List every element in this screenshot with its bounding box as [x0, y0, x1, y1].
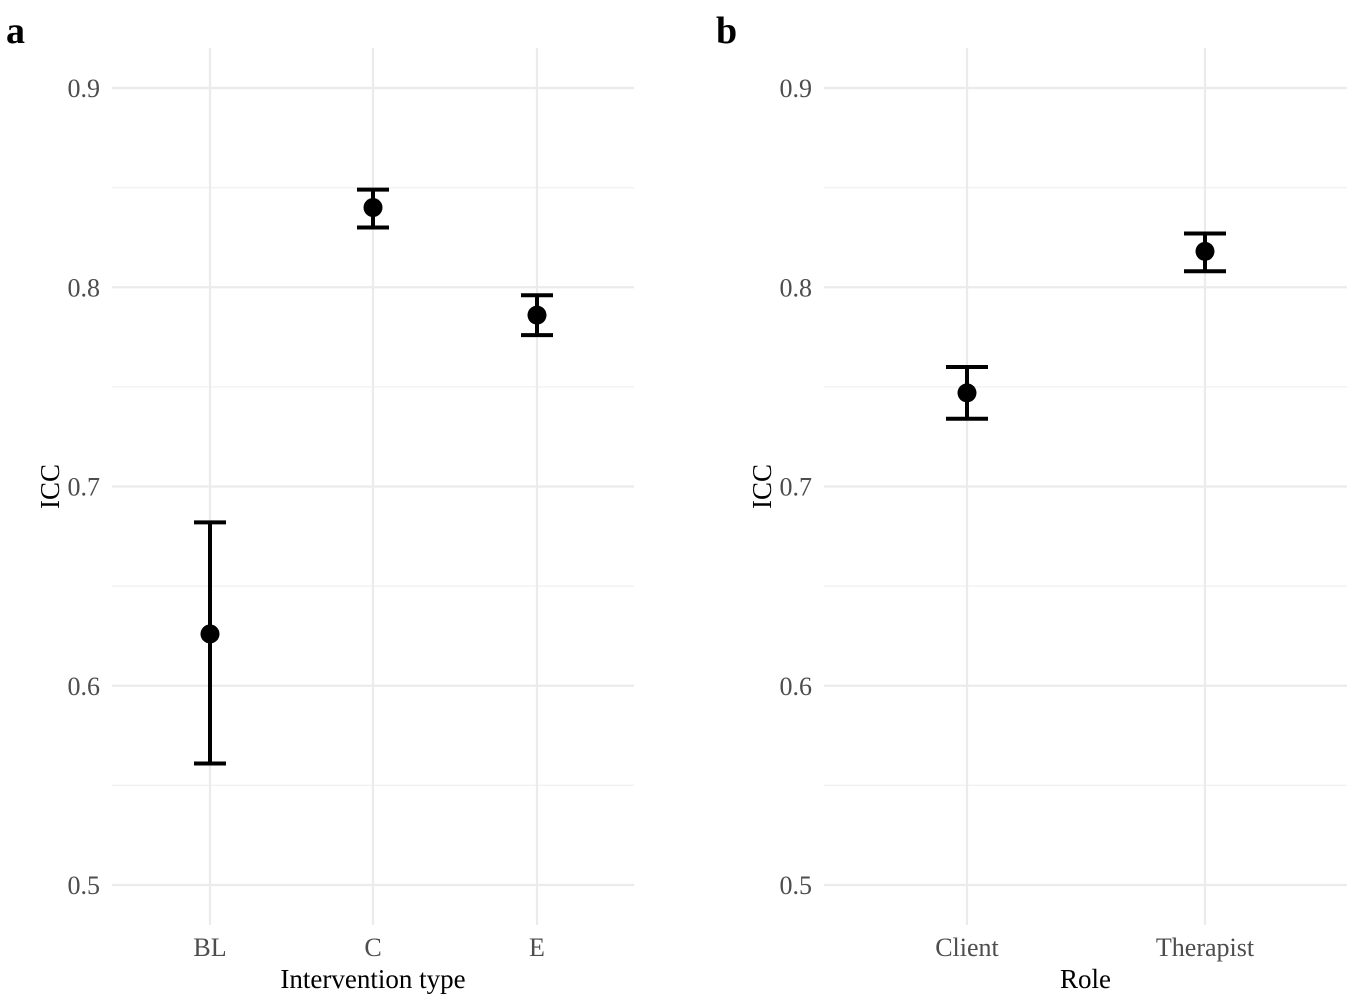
x-tick-label: C [364, 933, 381, 962]
data-point-e [527, 305, 547, 325]
y-tick-label: 0.8 [780, 273, 813, 302]
y-tick-label: 0.8 [68, 273, 101, 302]
y-tick-label: 0.9 [68, 74, 101, 103]
data-point-bl [200, 624, 220, 644]
y-tick-label: 0.6 [780, 672, 813, 701]
x-tick-label: E [529, 933, 545, 962]
x-tick-label: BL [193, 933, 226, 962]
chart-panel-a: 0.5 0.6 0.7 0.8 0.9 BL C E Intervention type ICC [35, 48, 634, 994]
y-tick-label: 0.7 [68, 473, 101, 502]
y-axis-title: ICC [35, 464, 65, 509]
y-tick-label: 0.5 [68, 871, 101, 900]
data-point-c [363, 198, 383, 218]
x-axis-title: Intervention type [280, 964, 465, 994]
y-tick-label: 0.5 [780, 871, 813, 900]
data-point-therapist [1195, 241, 1215, 261]
x-tick-label: Therapist [1156, 933, 1255, 962]
panel-label-b: b [716, 10, 737, 52]
y-axis-title: ICC [747, 464, 777, 509]
y-tick-label: 0.9 [780, 74, 813, 103]
panel-label-a: a [6, 10, 25, 52]
y-tick-label: 0.7 [780, 473, 813, 502]
x-axis-title: Role [1060, 964, 1111, 994]
y-tick-label: 0.6 [68, 672, 101, 701]
chart-panel-b: 0.5 0.6 0.7 0.8 0.9 Client Therapist Role ICC [747, 48, 1347, 994]
x-tick-label: Client [935, 933, 999, 962]
data-point-client [957, 383, 977, 403]
